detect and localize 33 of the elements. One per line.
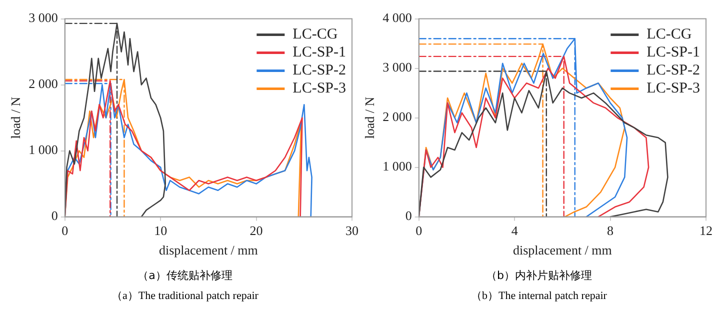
- y-tick-label: 0: [51, 208, 58, 224]
- legend-label: LC-SP-3: [292, 80, 346, 97]
- y-tick-label: 1 000: [28, 142, 58, 158]
- legend-label: LC-SP-2: [646, 62, 700, 79]
- legend-label: LC-SP-3: [646, 80, 700, 97]
- y-axis-title: load / N: [8, 96, 24, 139]
- x-tick-label: 10: [154, 223, 168, 238]
- y-tick-label: 0: [405, 208, 412, 224]
- legend-label: LC-CG: [292, 26, 338, 43]
- legend-label: LC-CG: [646, 26, 692, 43]
- y-tick-label: 3 000: [382, 60, 412, 75]
- x-axis-title: displacement / mm: [512, 242, 612, 258]
- y-tick-label: 2 000: [382, 109, 412, 124]
- y-tick-label: 2 000: [28, 76, 58, 92]
- y-tick-label: 3 000: [28, 10, 58, 26]
- text: （a）传统贴补修理: [138, 268, 232, 283]
- x-tick-label: 0: [62, 223, 68, 238]
- legend-label: LC-SP-1: [292, 44, 346, 61]
- y-tick-label: 4 000: [382, 10, 412, 26]
- x-tick-label: 20: [250, 223, 263, 238]
- y-tick-label: 1 000: [382, 158, 412, 174]
- x-axis-title: displacement / mm: [158, 242, 258, 258]
- text: （b）内补片贴补修理: [486, 268, 592, 283]
- legend-label: LC-SP-2: [292, 62, 346, 79]
- y-axis-title: load / N: [362, 96, 378, 139]
- x-tick-label: 0: [416, 223, 422, 238]
- legend-label: LC-SP-1: [646, 44, 700, 61]
- text: （a）The traditional patch repair: [112, 289, 258, 303]
- x-tick-label: 8: [607, 223, 614, 238]
- text: （b）The internal patch repair: [471, 289, 607, 303]
- x-tick-label: 12: [700, 223, 712, 238]
- x-tick-label: 4: [511, 223, 518, 238]
- x-tick-label: 30: [346, 223, 358, 238]
